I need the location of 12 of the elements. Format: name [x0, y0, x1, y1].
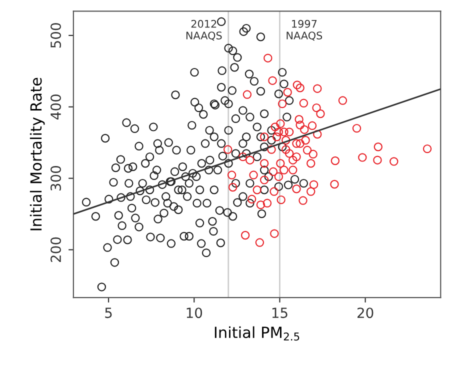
ref-line-label: 2012 NAAQS — [186, 20, 222, 41]
x-tick-label: 20 — [358, 308, 374, 318]
ref-line-label: 1997 NAAQS — [286, 20, 322, 41]
x-tick-label: 10 — [186, 308, 202, 318]
x-axis-title: Initial PM$_{2.5}$ — [214, 326, 300, 341]
y-tick-label: 300 — [50, 166, 62, 191]
x-tick-label: 5 — [105, 308, 112, 318]
y-tick-label: 200 — [50, 237, 62, 262]
y-tick-label: 500 — [50, 23, 62, 48]
y-axis-title: Initial Mortality Rate — [30, 78, 45, 230]
x-tick-label: 15 — [272, 308, 288, 318]
y-tick-label: 400 — [50, 94, 62, 120]
